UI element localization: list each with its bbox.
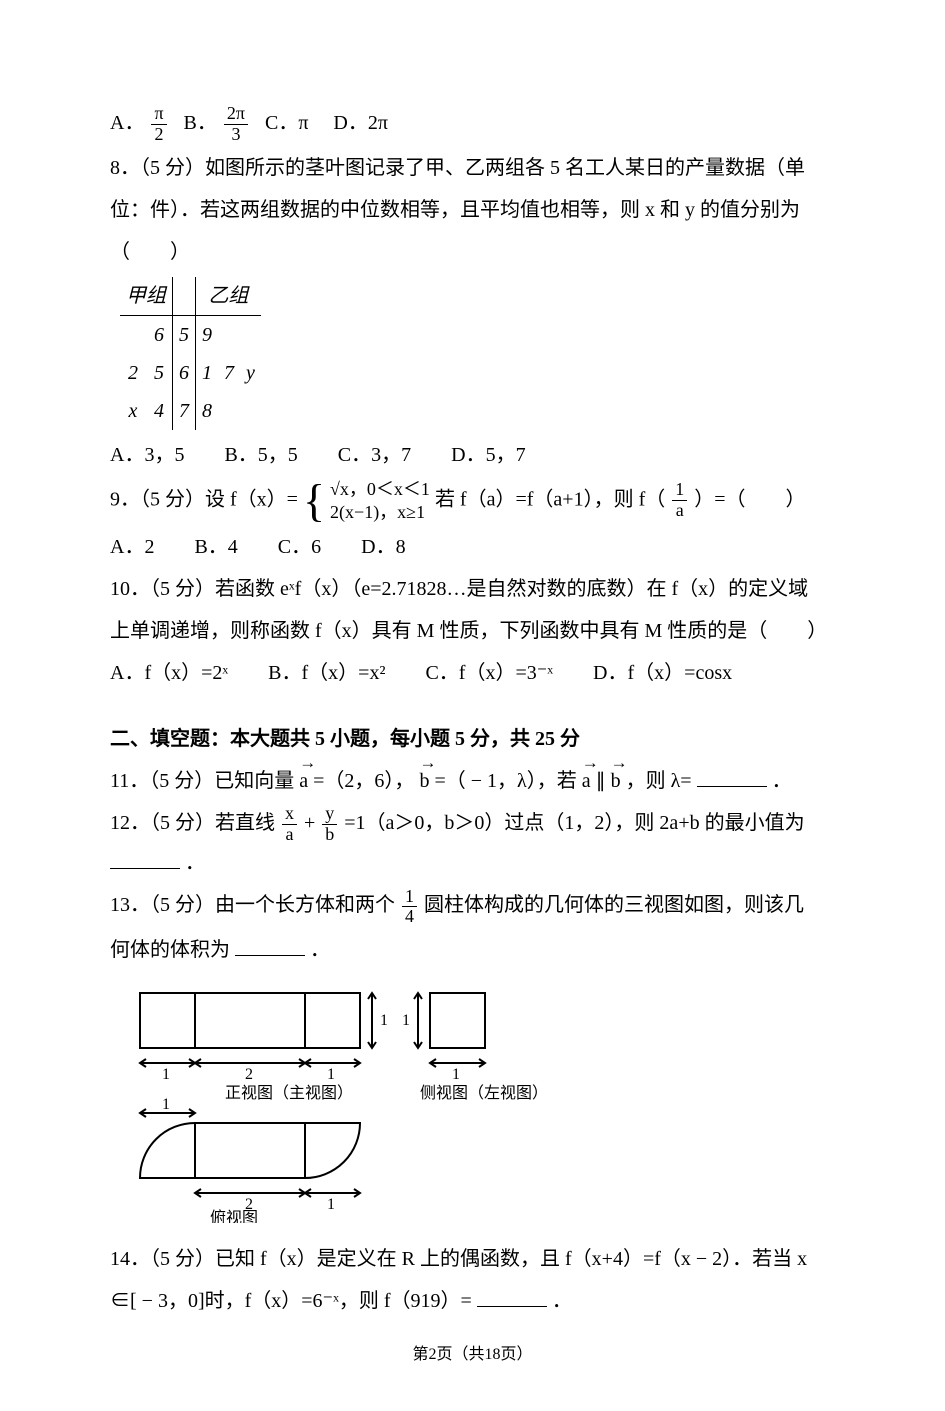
q13-frac: 1 4: [402, 887, 417, 928]
opt-B-frac: 2π 3: [224, 104, 248, 145]
q13-c: 何体的体积为 ．: [110, 931, 835, 969]
three-views-figure: 1 1 2 1 正视图（主视图） 1 1 侧视图（左视图） 1 2 1 俯视图: [110, 973, 610, 1223]
q8-stem-a: 8．（5 分）如图所示的茎叶图记录了甲、乙两组各 5 名工人某日的产量数据（单: [110, 149, 835, 187]
q13-a: 13．（5 分）由一个长方体和两个 1 4 圆柱体构成的几何体的三视图如图，则该…: [110, 886, 835, 927]
q7-options: A． π 2 B． 2π 3 C．π D．2π: [110, 104, 835, 145]
q14-a: 14．（5 分）已知 f（x）是定义在 R 上的偶函数，且 f（x+4）=f（x…: [110, 1240, 835, 1278]
vector-a2: a: [582, 762, 591, 800]
sl-row-2: 2 5 6 1 7 y: [120, 354, 261, 392]
stem-leaf-diagram: 甲组 乙组 6 5 9 2 5 6 1 7 y x 4 7 8: [120, 277, 835, 430]
svg-text:正视图（主视图）: 正视图（主视图）: [225, 1084, 353, 1102]
sl-hdr-mid: [173, 277, 196, 316]
q12-blank: [110, 848, 180, 869]
q11-blank: [697, 766, 767, 787]
piecewise: √x，0＜x＜1 2(x−1)，x≥1: [330, 478, 430, 523]
brace-icon: {: [303, 478, 325, 524]
opt-A-frac: π 2: [151, 104, 166, 145]
section-2-header: 二、填空题：本大题共 5 小题，每小题 5 分，共 25 分: [110, 720, 835, 758]
q11: 11．（5 分）已知向量 a =（2，6）， b =（ − 1，λ），若 a ∥…: [110, 762, 835, 800]
vector-a: a: [299, 762, 308, 800]
sl-hdr-left: 甲组: [120, 277, 173, 316]
page-footer: 第2页（共18页）: [110, 1340, 835, 1370]
q10-a: 10．（5 分）若函数 eˣf（x）（e=2.71828…是自然对数的底数）在 …: [110, 570, 835, 608]
svg-text:俯视图: 俯视图: [210, 1209, 258, 1223]
svg-text:1: 1: [452, 1066, 460, 1083]
opt-A-label: A．: [110, 112, 144, 134]
q10-b: 上单调递增，则称函数 f（x）具有 M 性质，下列函数中具有 M 性质的是（ ）: [110, 612, 835, 650]
svg-text:1: 1: [327, 1066, 335, 1083]
svg-text:1: 1: [162, 1096, 170, 1113]
vector-b: b: [419, 762, 429, 800]
q13-blank: [235, 935, 305, 956]
q12-frac-x: x a: [282, 804, 297, 845]
sl-row-3: x 4 7 8: [120, 392, 261, 430]
svg-text:1: 1: [402, 1012, 410, 1029]
q14-b: ∈[ − 3，0]时，f（x）=6⁻ˣ，则 f（919）= ．: [110, 1282, 835, 1320]
q9-stem: 9．（5 分）设 f（x）= { √x，0＜x＜1 2(x−1)，x≥1 若 f…: [110, 478, 835, 524]
vector-b2: b: [611, 762, 621, 800]
sl-hdr-right: 乙组: [196, 277, 261, 316]
svg-text:1: 1: [380, 1012, 388, 1029]
svg-text:1: 1: [327, 1196, 335, 1213]
q8-stem-b: 位：件）．若这两组数据的中位数相等，且平均值也相等，则 x 和 y 的值分别为: [110, 191, 835, 229]
opt-C: C．π: [265, 112, 308, 134]
q9-frac: 1 a: [672, 480, 687, 521]
opt-B-label: B．: [184, 112, 217, 134]
q8-stem-c: （ ）: [110, 233, 835, 271]
svg-text:侧视图（左视图）: 侧视图（左视图）: [420, 1084, 548, 1102]
svg-text:1: 1: [162, 1066, 170, 1083]
q14-blank: [477, 1286, 547, 1307]
q12-frac-y: y b: [322, 804, 337, 845]
opt-D: D．2π: [333, 112, 388, 134]
q10-options: A．f（x）=2ˣ B．f（x）=x² C．f（x）=3⁻ˣ D．f（x）=co…: [110, 654, 835, 692]
svg-text:2: 2: [245, 1066, 253, 1083]
q8-options: A．3，5 B．5，5 C．3，7 D．5，7: [110, 436, 835, 474]
q12: 12．（5 分）若直线 x a + y b =1（a＞0，b＞0）过点（1，2）…: [110, 804, 835, 883]
q9-options: A．2 B．4 C．6 D．8: [110, 528, 835, 566]
sl-row-1: 6 5 9: [120, 315, 261, 354]
